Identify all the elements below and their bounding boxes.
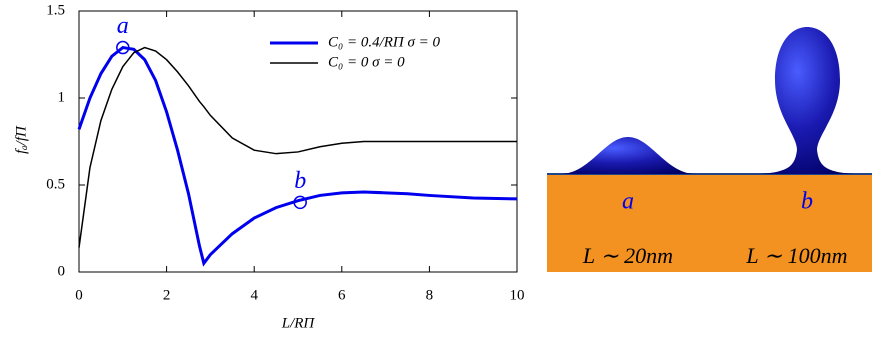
legend-label: C₀ = 0 σ = 0 [328,54,405,70]
x-tick-label: 2 [163,287,171,303]
illustration-label: b [801,189,813,215]
x-axis-label: L/RΠ [281,315,316,331]
x-tick-label: 4 [250,287,258,303]
y-tick-label: 0.5 [46,176,65,192]
y-tick-label: 0 [58,263,66,279]
annotation-marker [116,40,130,55]
y-tick-label: 1 [58,89,66,105]
annotation-marker [293,195,307,210]
bump-a [560,137,696,174]
annotation-label: b [294,168,306,194]
annotation-label: a [117,13,129,39]
x-tick-label: 10 [510,287,525,303]
drop-b [760,27,854,174]
legend-label: C₀ = 0.4/RΠ σ = 0 [328,34,441,50]
y-tick-label: 1.5 [46,2,65,18]
x-tick-label: 0 [75,287,83,303]
series-line [77,45,518,267]
illustration: a b L ∼ 20nm L ∼ 100nm [547,27,872,272]
x-tick-label: 6 [338,287,346,303]
series-line [78,46,517,248]
y-axis-label: fₐ/fΠ [13,125,29,154]
substrate [547,174,872,272]
x-tick-label: 8 [426,287,434,303]
illustration-label: L ∼ 20nm [582,243,673,268]
illustration-label: a [622,189,634,215]
illustration-label: L ∼ 100nm [745,243,847,268]
